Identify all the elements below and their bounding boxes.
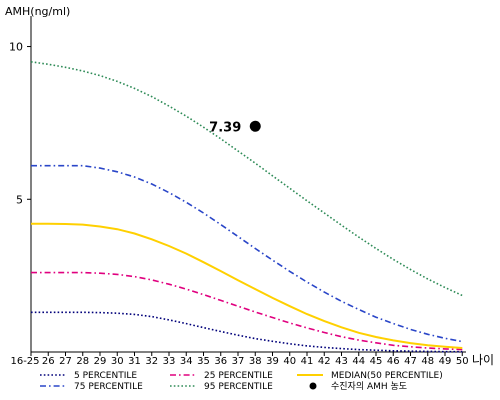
x-tick-label: 39 <box>266 356 279 367</box>
series-line-2 <box>31 222 463 349</box>
legend: 5 PERCENTILE 25 PERCENTILE MEDIAN(50 PERCE… <box>40 371 443 392</box>
series-line-1 <box>31 271 463 351</box>
x-tick-label: 30 <box>111 356 124 367</box>
x-tick-label: 42 <box>318 356 331 367</box>
x-tick-label: 46 <box>387 356 400 367</box>
x-tick-label: 40 <box>283 356 296 367</box>
patient-point <box>249 120 261 132</box>
legend-label-4: 95 PERCENTILE <box>204 382 273 392</box>
x-tick-label: 41 <box>301 356 314 367</box>
x-tick-label: 32 <box>145 356 158 367</box>
legend-swatch-point <box>309 382 317 390</box>
x-tick-label: 49 <box>439 356 452 367</box>
legend-label-3: 75 PERCENTILE <box>74 382 143 392</box>
series-lines <box>30 61 463 353</box>
y-axis-label: AMH(ng/ml) <box>5 5 70 18</box>
y-tick-label: 10 <box>9 41 23 54</box>
x-tick-label: 43 <box>335 356 348 367</box>
x-tick-label: 28 <box>76 356 89 367</box>
x-tick-label: 48 <box>421 356 434 367</box>
x-tick-label: 27 <box>59 356 72 367</box>
x-tick-label: 16-25 <box>10 356 39 367</box>
series-line-0 <box>31 311 463 353</box>
x-tick-label: 35 <box>197 356 210 367</box>
legend-label-point: 수진자의 AMH 농도 <box>331 381 407 392</box>
x-axis-ticks: 16-25 26 27 28 29 30 31 32 33 34 35 36 37 38 39 40 41 42 4… <box>10 352 469 367</box>
legend-label-0: 5 PERCENTILE <box>74 371 137 381</box>
legend-label-2: MEDIAN(50 PERCENTILE) <box>331 371 443 381</box>
patient-marker: 7.39 <box>209 120 261 135</box>
x-tick-label: 34 <box>180 356 193 367</box>
x-tick-label: 26 <box>42 356 55 367</box>
x-tick-label: 50 <box>456 356 469 367</box>
patient-value-label: 7.39 <box>209 120 241 135</box>
x-axis-label: 나이 <box>472 353 494 367</box>
series-line-3 <box>31 164 463 343</box>
x-tick-label: 45 <box>370 356 383 367</box>
x-tick-label: 36 <box>214 356 227 367</box>
legend-label-1: 25 PERCENTILE <box>204 371 273 381</box>
x-tick-label: 31 <box>128 356 141 367</box>
x-tick-label: 47 <box>404 356 417 367</box>
x-tick-label: 29 <box>94 356 107 367</box>
x-tick-label: 37 <box>232 356 245 367</box>
x-tick-label: 38 <box>249 356 262 367</box>
series-line-4 <box>30 61 463 297</box>
x-tick-label: 33 <box>163 356 176 367</box>
x-tick-label: 44 <box>352 356 365 367</box>
y-axis-ticks: 5 10 <box>9 41 31 206</box>
y-tick-label: 5 <box>16 193 23 206</box>
